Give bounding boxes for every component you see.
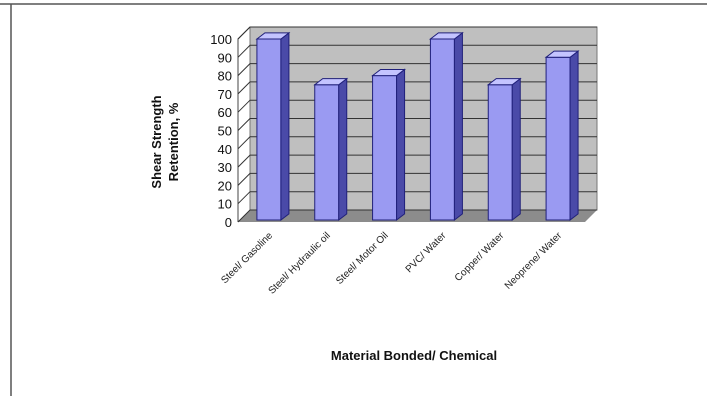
gridline [237,209,597,223]
gridline [237,44,597,58]
bar-side [511,77,521,222]
y-tick-label: 10 [218,197,232,212]
gridline [237,154,597,168]
y-tick-label: 30 [218,160,232,175]
bar [486,77,522,222]
bar [544,50,580,222]
y-tick-label: 70 [218,87,232,102]
bar-front [256,38,282,221]
bar-front [372,75,398,221]
bar-side [453,31,463,222]
floor [238,210,597,222]
bars [255,31,580,222]
bar-side [338,77,348,222]
bar [313,77,349,222]
bar-front [545,56,571,221]
bar-front [314,84,340,221]
x-tick-label: PVC/ Water [404,230,449,275]
x-tick-label: Steel/ Gasoline [219,230,275,286]
y-tick-label: 50 [218,124,232,139]
gridline [237,118,597,131]
bar-front [429,38,455,221]
bar-side [396,68,406,222]
y-tick-labels: 0 10 20 30 40 50 60 70 80 90 100 [210,32,232,230]
gridline [237,191,597,205]
gridline [237,172,597,186]
gridline [237,81,597,95]
bar-side [280,31,290,222]
x-axis-label: Material Bonded/ Chemical [331,348,497,363]
y-tick-label: 60 [218,105,232,120]
bar-side [569,50,579,222]
x-tick-label: Steel/ Hydraulic oil [267,230,333,296]
bar [428,31,464,222]
gridline [237,136,597,150]
y-tick-label: 0 [225,215,232,230]
gridline [237,26,597,40]
bar-top [313,78,349,86]
gridline [237,63,597,76]
x-tick-label: Neoprene/ Water [503,230,565,292]
bar-top [428,32,464,40]
y-axis-label-line2: Retention, % [166,102,181,181]
y-tick-label: 90 [218,50,232,65]
y-axis-label-line1: Shear Strength [149,95,164,188]
y-tick-label: 20 [218,178,232,193]
bar-top [486,78,522,86]
bar-top [371,68,407,77]
y-tick-label: 80 [218,69,232,84]
bar-front [487,84,513,221]
bar-top [255,32,291,40]
x-tick-label: Copper/ Water [453,230,507,284]
bar [371,68,407,222]
y-tick-label: 100 [210,32,232,47]
bar-top [544,50,580,58]
gridline [237,99,597,113]
x-tick-label: Steel/ Motor Oil [334,230,391,287]
bar [255,31,291,222]
gridlines [237,26,597,223]
y-tick-label: 40 [218,142,232,157]
